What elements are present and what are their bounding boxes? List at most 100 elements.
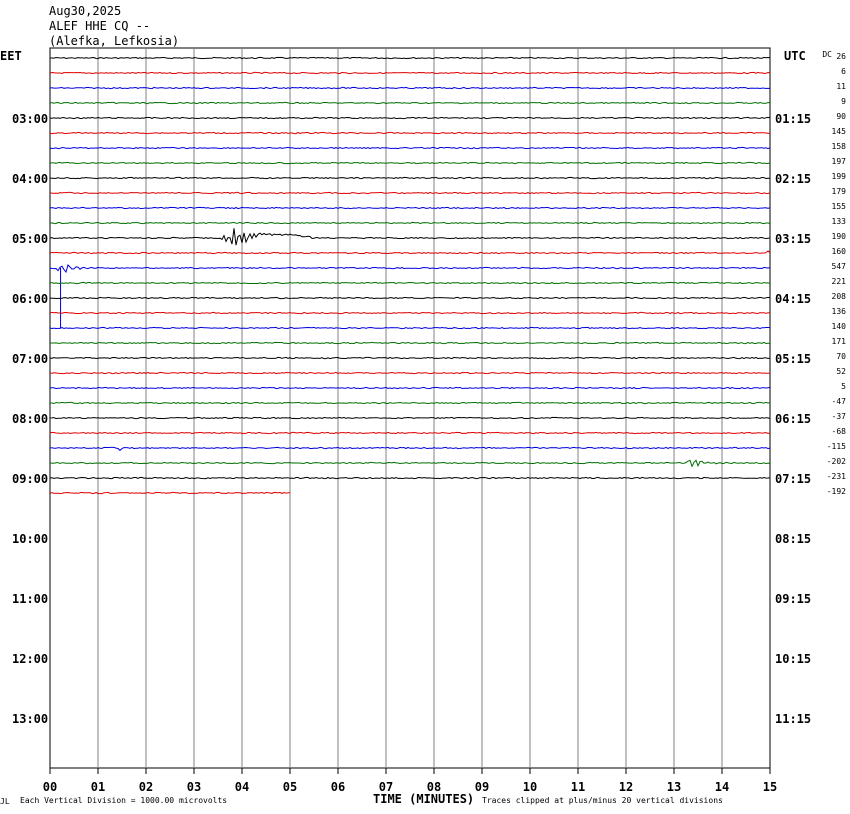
location-label: (Alefka, Lefkosia) [49, 34, 180, 48]
dc-offset-label: 190 [831, 232, 846, 241]
trace-line [49, 86, 771, 90]
x-tick-label: 01 [91, 780, 105, 794]
plot-frame [49, 47, 771, 769]
right-hour-label: 04:15 [775, 292, 812, 306]
x-tick-label: 03 [187, 780, 201, 794]
trace-line [49, 250, 771, 255]
trace-line [50, 401, 771, 405]
right-hour-label: 06:15 [775, 412, 812, 426]
dc-offset-label: 140 [831, 322, 846, 331]
x-tick-label: 13 [667, 780, 681, 794]
trace-line [50, 341, 770, 345]
trace-line [49, 311, 771, 315]
x-tick-label: 14 [715, 780, 729, 794]
dc-offset-label: 11 [836, 82, 846, 91]
dc-offset-label: -115 [826, 442, 846, 451]
trace-line [49, 371, 771, 375]
dc-offset-label: 145 [831, 127, 846, 136]
dc-offset-label: 221 [831, 277, 846, 286]
trace-line [49, 326, 771, 330]
x-tick-label: 10 [523, 780, 537, 794]
dc-offset-label: 179 [831, 187, 846, 196]
right-hour-label: 05:15 [775, 352, 812, 366]
trace-line [49, 491, 291, 495]
trace-line [49, 356, 771, 360]
clip-note: Traces clipped at plus/minus 20 vertical… [482, 796, 723, 805]
dc-offset-label: 197 [831, 157, 846, 166]
trace-line [50, 56, 771, 60]
dc-offset-label: 9 [841, 97, 846, 106]
trace-line [49, 71, 771, 75]
x-tick-label: 15 [763, 780, 777, 794]
left-hour-label: 04:00 [12, 172, 49, 186]
trace-line [49, 146, 771, 150]
trace-line [49, 281, 771, 285]
dc-offset-label: 136 [831, 307, 846, 316]
dc-offset-label: 6 [841, 67, 846, 76]
trace-line [49, 459, 771, 468]
dc-offset-label: 133 [831, 217, 846, 226]
trace-line [49, 191, 771, 195]
trace-line [49, 176, 771, 180]
right-hour-label: 10:15 [775, 652, 812, 666]
right-timezone-label: UTC [784, 49, 806, 63]
dc-offset-label: -192 [826, 487, 846, 496]
trace-line [49, 296, 771, 300]
right-hour-label: 01:15 [775, 112, 812, 126]
trace-line [49, 386, 771, 390]
trace-line [49, 264, 771, 328]
dc-offset-label: 52 [836, 367, 846, 376]
trace-line [49, 101, 771, 105]
trace-line [49, 206, 771, 210]
left-hour-label: 11:00 [12, 592, 49, 606]
x-tick-label: 12 [619, 780, 633, 794]
left-hour-label: 03:00 [12, 112, 49, 126]
x-tick-label: 02 [139, 780, 153, 794]
dc-offset-label: 199 [831, 172, 846, 181]
right-hour-label: 09:15 [775, 592, 812, 606]
x-tick-label: 08 [427, 780, 441, 794]
trace-line [49, 131, 771, 135]
left-timezone-label: EET [0, 49, 22, 63]
dc-offset-label: 155 [831, 202, 846, 211]
right-hour-label: 07:15 [775, 472, 812, 486]
x-tick-label: 06 [331, 780, 345, 794]
left-hour-label: 12:00 [12, 652, 49, 666]
x-tick-label: 09 [475, 780, 489, 794]
station-label: ALEF HHE CQ -- [49, 19, 151, 33]
dc-offset-label: -47 [831, 397, 846, 406]
x-tick-label: 04 [235, 780, 249, 794]
right-hour-label: 11:15 [775, 712, 812, 726]
x-tick-label: 05 [283, 780, 297, 794]
right-hour-label: 03:15 [775, 232, 812, 246]
trace-line [49, 446, 771, 452]
dc-offset-label: -37 [831, 412, 846, 421]
trace-line [49, 161, 771, 165]
trace-line [49, 221, 771, 225]
x-tick-label: 00 [43, 780, 57, 794]
date-label: Aug30,2025 [49, 4, 122, 18]
trace-line [49, 228, 771, 246]
dc-offset-label: 70 [836, 352, 846, 361]
corner-mark: JL [0, 797, 10, 806]
left-hour-label: 05:00 [12, 232, 49, 246]
dc-offset-label: 160 [831, 247, 846, 256]
left-hour-label: 06:00 [12, 292, 49, 306]
right-hour-label: 08:15 [775, 532, 812, 546]
trace-line [49, 416, 771, 420]
scale-note: Each Vertical Division = 1000.00 microvo… [20, 796, 228, 805]
x-axis-title: TIME (MINUTES) [373, 792, 475, 806]
dc-offset-label: 208 [831, 292, 846, 301]
dc-offset-label: 90 [836, 112, 846, 121]
dc-offset-label: 26 [836, 52, 846, 61]
x-tick-label: 07 [379, 780, 393, 794]
dc-label: DC [822, 50, 832, 59]
dc-offset-label: 547 [831, 262, 846, 271]
trace-line [49, 431, 771, 435]
trace-line [49, 116, 771, 120]
left-hour-label: 07:00 [12, 352, 49, 366]
dc-offset-label: -68 [831, 427, 846, 436]
dc-offset-label: 5 [841, 382, 846, 391]
dc-offset-label: 171 [831, 337, 846, 346]
